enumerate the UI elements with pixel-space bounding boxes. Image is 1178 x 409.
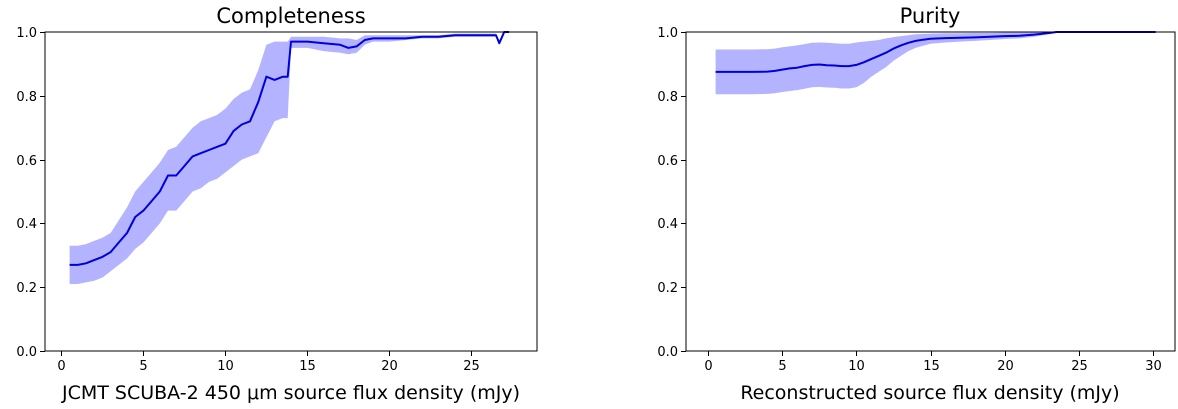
x-tick-label: 0: [57, 359, 65, 374]
x-axis-label: Reconstructed source flux density (mJy): [740, 382, 1119, 404]
confidence-band: [715, 32, 1156, 95]
y-tick-label: 0.0: [657, 345, 678, 360]
y-tick-label: 0.6: [657, 154, 678, 169]
x-tick-label: 15: [299, 359, 316, 374]
y-tick-label: 0.8: [657, 90, 678, 105]
chart-title: Completeness: [216, 4, 365, 28]
x-tick-label: 25: [1071, 359, 1088, 374]
series-line: [69, 31, 510, 266]
purity-chart: Purity Reconstructed source flux density…: [657, 4, 1176, 404]
confidence-band: [69, 32, 510, 284]
x-tick-label: 30: [1145, 359, 1162, 374]
x-tick-label: 5: [139, 359, 147, 374]
x-tick-label: 25: [463, 359, 480, 374]
y-tick-label: 0.0: [16, 345, 37, 360]
y-tick-label: 0.6: [16, 154, 37, 169]
chart-title: Purity: [900, 4, 961, 28]
y-tick-label: 0.4: [657, 217, 678, 232]
x-tick-label: 15: [923, 359, 940, 374]
x-tick-label: 20: [997, 359, 1014, 374]
y-tick-label: 0.2: [657, 281, 678, 296]
y-tick-label: 0.8: [16, 90, 37, 105]
x-tick-label: 20: [381, 359, 398, 374]
x-tick-label: 5: [778, 359, 786, 374]
x-tick-label: 0: [704, 359, 712, 374]
y-tick-label: 1.0: [657, 26, 678, 41]
x-tick-label: 10: [217, 359, 234, 374]
plot-frame: [685, 31, 1176, 352]
x-axis-label: JCMT SCUBA-2 450 μm source flux density …: [61, 382, 520, 404]
x-tick-label: 10: [848, 359, 865, 374]
completeness-chart: Completeness JCMT SCUBA-2 450 μm source …: [16, 4, 538, 404]
y-tick-label: 0.2: [16, 281, 37, 296]
y-tick-label: 0.4: [16, 217, 37, 232]
plot-frame: [44, 31, 538, 352]
y-tick-label: 1.0: [16, 26, 37, 41]
